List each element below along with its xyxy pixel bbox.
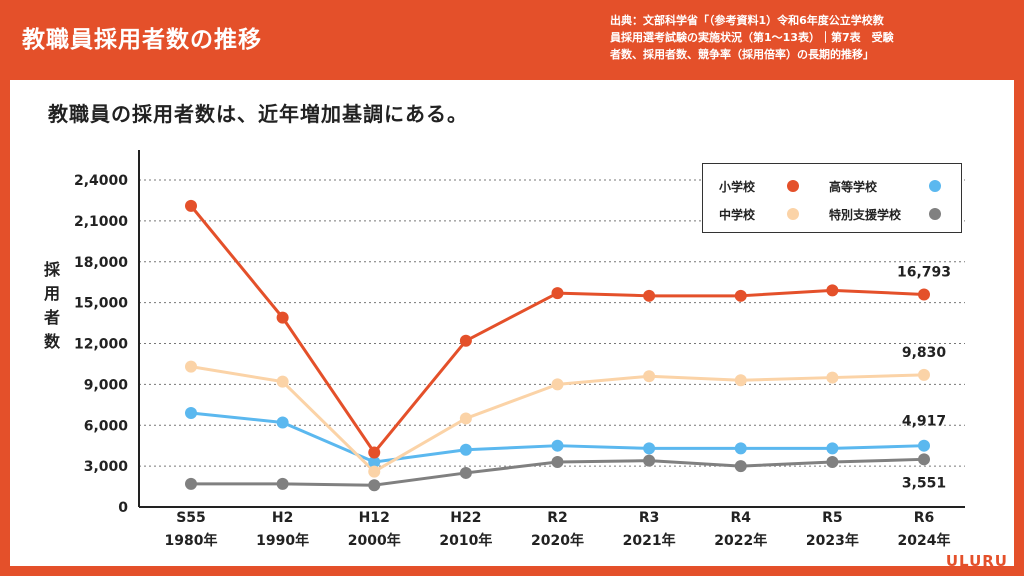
legend-dot-junior-high — [787, 208, 799, 220]
data-point — [276, 375, 289, 388]
x-tick-label: 2000年 — [348, 532, 401, 549]
data-point — [368, 456, 381, 469]
source-line: 員採用選考試験の実施状況（第1～13表）｜第7表 受験 — [610, 31, 894, 44]
data-point — [551, 456, 564, 469]
end-value-label: 16,793 — [897, 264, 951, 280]
y-tick-label: 9,000 — [84, 377, 129, 393]
x-tick-label: H22 — [450, 510, 481, 526]
y-axis-label: 採用者数 — [43, 260, 60, 351]
x-tick-label: H2 — [272, 510, 293, 526]
data-point — [185, 199, 197, 212]
data-point — [918, 288, 930, 301]
x-tick-label: R5 — [822, 510, 843, 526]
data-point — [185, 406, 197, 419]
x-tick-label: 2021年 — [623, 532, 676, 549]
legend-dot-special-support — [929, 208, 941, 220]
data-point — [368, 479, 381, 492]
data-point — [826, 456, 839, 469]
data-point — [459, 334, 472, 347]
x-tick-label: 2020年 — [531, 532, 584, 549]
legend-label-junior-high: 中学校 — [719, 208, 756, 222]
data-point — [826, 284, 839, 297]
data-point — [643, 454, 656, 467]
data-point — [643, 442, 656, 455]
chart-legend: 小学校 高等学校 中学校 特別支援学校 — [702, 163, 962, 233]
y-tick-label: 2,4000 — [74, 173, 128, 189]
x-tick-label: 1990年 — [256, 532, 309, 549]
x-tick-labels: S55 1980年 H2 1990年 H12 2000年 H22 2010年 R2 2020年 R3… — [165, 510, 951, 549]
legend-label-high-school: 高等学校 — [829, 180, 878, 194]
data-point — [276, 477, 289, 490]
legend-label-special-support: 特別支援学校 — [829, 208, 902, 222]
y-tick-label: 15,000 — [74, 296, 128, 312]
y-tick-label: 18,000 — [74, 255, 128, 271]
data-point — [734, 289, 747, 302]
x-tick-label: R3 — [639, 510, 660, 526]
data-point — [643, 370, 656, 383]
page-header-title: 教職員採用者数の推移 — [22, 27, 262, 53]
data-point — [826, 442, 839, 455]
data-point — [918, 368, 930, 381]
end-value-label: 4,917 — [902, 414, 946, 430]
data-point — [643, 289, 656, 302]
data-point — [551, 287, 564, 300]
data-point — [368, 446, 381, 459]
data-point — [459, 412, 472, 425]
data-point — [276, 311, 289, 324]
x-tick-label: H12 — [359, 510, 390, 526]
y-tick-label: 12,000 — [74, 337, 128, 353]
end-value-label: 3,551 — [902, 475, 946, 491]
end-value-labels: 16,793 9,830 4,917 3,551 — [897, 264, 951, 491]
x-tick-label: S55 — [176, 510, 206, 526]
chart-axes — [138, 150, 965, 508]
x-tick-label: R2 — [547, 510, 568, 526]
data-point — [918, 453, 930, 466]
source-line: 出典：文部科学省「（参考資料1）令和6年度公立学校教 — [610, 14, 884, 27]
data-point — [734, 460, 747, 473]
y-tick-label: 0 — [118, 500, 128, 516]
x-tick-label: 2010年 — [439, 532, 492, 549]
data-point — [185, 360, 197, 373]
y-tick-label: 2,1000 — [74, 214, 128, 230]
x-tick-label: 2022年 — [714, 532, 767, 549]
x-tick-label: 2023年 — [806, 532, 859, 549]
data-point — [459, 443, 472, 456]
legend-dot-high-school — [929, 180, 941, 192]
data-point — [826, 371, 839, 384]
chart-title: 教職員の採用者数は、近年増加基調にある。 — [48, 102, 468, 126]
x-tick-label: 1980年 — [165, 532, 218, 549]
brand-logo: ULURU — [945, 552, 1008, 570]
series-line — [190, 411, 925, 464]
series-points — [185, 199, 930, 492]
y-tick-label: 6,000 — [84, 418, 129, 434]
x-tick-label: R4 — [730, 510, 751, 526]
data-point — [734, 374, 747, 387]
data-point — [551, 439, 564, 452]
data-point — [551, 378, 564, 391]
legend-label-elementary: 小学校 — [719, 180, 756, 194]
x-tick-label: R6 — [914, 510, 935, 526]
data-point — [459, 466, 472, 479]
source-line: 者数、採用者数、競争率（採用倍率）の長期的推移」 — [610, 48, 874, 61]
legend-dot-elementary — [787, 180, 799, 192]
data-point — [368, 465, 381, 478]
x-tick-label: 2024年 — [898, 532, 951, 549]
chart-panel — [10, 80, 1014, 566]
series-line — [189, 204, 925, 454]
end-value-label: 9,830 — [902, 345, 947, 361]
source-citation: 出典：文部科学省「（参考資料1）令和6年度公立学校教 員採用選考試験の実施状況（… — [610, 12, 1002, 63]
data-point — [918, 439, 930, 452]
data-point — [734, 442, 747, 455]
data-point — [185, 477, 197, 490]
y-tick-labels: 0 3,000 6,000 9,000 12,000 15,000 18,000 2,1000… — [74, 173, 128, 516]
y-tick-label: 3,000 — [84, 459, 129, 475]
data-point — [276, 416, 289, 429]
